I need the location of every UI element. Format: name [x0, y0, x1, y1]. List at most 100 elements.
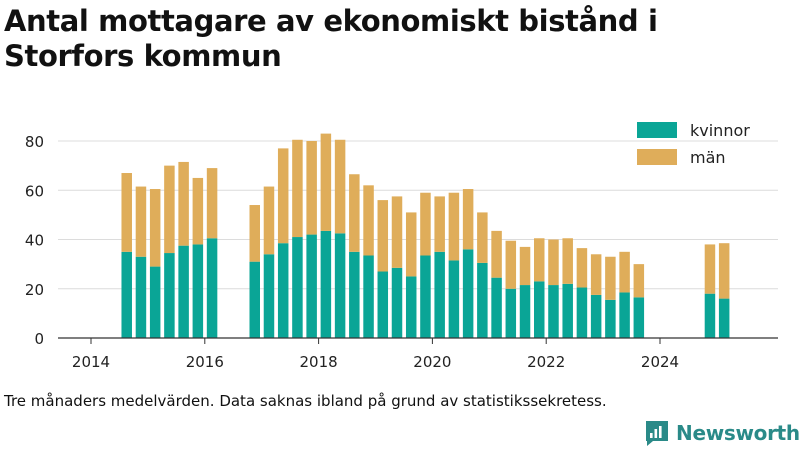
bar-man	[391, 196, 403, 268]
y-tick-label: 80	[25, 133, 44, 151]
x-tick-label: 2020	[413, 353, 451, 371]
bar-man	[491, 230, 502, 278]
bar-kvinnor	[704, 293, 716, 338]
bar-man	[192, 177, 204, 245]
bar-man	[505, 240, 517, 289]
bar-man	[633, 264, 645, 298]
bar-man	[249, 205, 260, 262]
bar-man	[149, 189, 161, 267]
bar-kvinnor	[619, 292, 630, 338]
bar-man	[320, 133, 332, 231]
bar-man	[704, 244, 716, 294]
legend: kvinnor män	[637, 121, 750, 167]
legend-label: kvinnor	[690, 121, 750, 140]
bar-man	[548, 239, 559, 286]
bar-kvinnor	[477, 262, 488, 338]
y-tick-label: 20	[25, 281, 44, 299]
bar-man	[277, 148, 289, 244]
bar-kvinnor	[306, 234, 317, 338]
x-axis: 2014 2016 2018 2020 2022 2024	[58, 337, 778, 371]
chart-area: 0 20 40 60 80 2014 2016 2018 2020 2022 2024 kvinn…	[25, 121, 778, 371]
grid-lines	[58, 140, 778, 290]
bar-man	[605, 256, 616, 300]
bar-man	[363, 185, 374, 256]
bar-kvinnor	[448, 260, 460, 338]
bar-kvinnor	[491, 277, 502, 338]
bar-man	[590, 254, 602, 295]
legend-swatch	[637, 149, 677, 165]
bar-man	[718, 243, 730, 299]
bar-man	[477, 212, 488, 263]
brand-name: Newsworthy	[676, 421, 800, 445]
x-tick-label: 2016	[186, 353, 224, 371]
bar-kvinnor	[349, 251, 360, 338]
bar-kvinnor	[505, 288, 517, 338]
bar-kvinnor	[249, 261, 260, 338]
y-tick-label: 60	[25, 182, 44, 200]
bar-kvinnor	[377, 271, 389, 338]
bar-kvinnor	[534, 281, 545, 338]
bar-man	[292, 139, 303, 238]
bar-man	[135, 186, 147, 257]
bar-kvinnor	[263, 254, 275, 338]
bar-kvinnor	[135, 256, 147, 338]
footnote: Tre månaders medelvärden. Data saknas ib…	[4, 392, 607, 410]
newsworthy-logo-icon	[646, 421, 668, 446]
bar-man	[306, 141, 317, 235]
bar-man	[619, 251, 630, 293]
bar-man	[178, 161, 189, 246]
bar-man	[334, 139, 346, 234]
bar-kvinnor	[633, 297, 645, 338]
bar-kvinnor	[519, 285, 531, 338]
bar-kvinnor	[420, 255, 431, 338]
bar-kvinnor	[292, 237, 303, 338]
bar-man	[434, 196, 445, 252]
bar-man	[349, 174, 360, 252]
legend-label: män	[690, 148, 726, 167]
bar-kvinnor	[192, 244, 204, 338]
bar-man	[576, 248, 588, 288]
x-tick-label: 2018	[300, 353, 338, 371]
bar-man	[462, 189, 474, 250]
bar-kvinnor	[363, 255, 374, 338]
y-tick-label: 0	[34, 330, 44, 348]
bar-kvinnor	[164, 253, 175, 338]
bar-kvinnor	[576, 287, 588, 338]
x-tick-label: 2024	[641, 353, 679, 371]
bar-man	[206, 168, 218, 239]
legend-swatch	[637, 122, 677, 138]
chart-title: Antal mottagare av ekonomiskt bistånd i …	[4, 4, 658, 73]
y-tick-label: 40	[25, 232, 44, 250]
bar-man	[562, 238, 573, 284]
bars	[121, 133, 730, 338]
bar-man	[121, 173, 132, 252]
bar-kvinnor	[548, 285, 559, 338]
bar-man	[263, 186, 275, 255]
bar-man	[448, 192, 460, 261]
bar-kvinnor	[178, 245, 189, 338]
bar-man	[405, 212, 417, 277]
bar-kvinnor	[277, 243, 289, 338]
bar-man	[164, 165, 175, 254]
bar-kvinnor	[320, 230, 332, 338]
bar-kvinnor	[391, 267, 403, 338]
x-tick-label: 2022	[527, 353, 565, 371]
bar-kvinnor	[590, 294, 602, 338]
x-tick-label: 2014	[72, 353, 110, 371]
bar-kvinnor	[434, 251, 445, 338]
bar-kvinnor	[718, 298, 730, 338]
bar-kvinnor	[405, 276, 417, 338]
bar-man	[420, 192, 431, 256]
bar-kvinnor	[121, 251, 132, 338]
bar-kvinnor	[562, 283, 573, 338]
bar-man	[534, 238, 545, 282]
bar-kvinnor	[206, 238, 218, 338]
bar-kvinnor	[605, 299, 616, 338]
y-axis-labels: 0 20 40 60 80	[25, 133, 44, 348]
bar-man	[519, 246, 531, 286]
brand-logo: Newsworthy	[644, 419, 800, 447]
bar-kvinnor	[334, 233, 346, 338]
bar-man	[377, 200, 389, 272]
bar-kvinnor	[149, 266, 161, 338]
bar-kvinnor	[462, 249, 474, 338]
